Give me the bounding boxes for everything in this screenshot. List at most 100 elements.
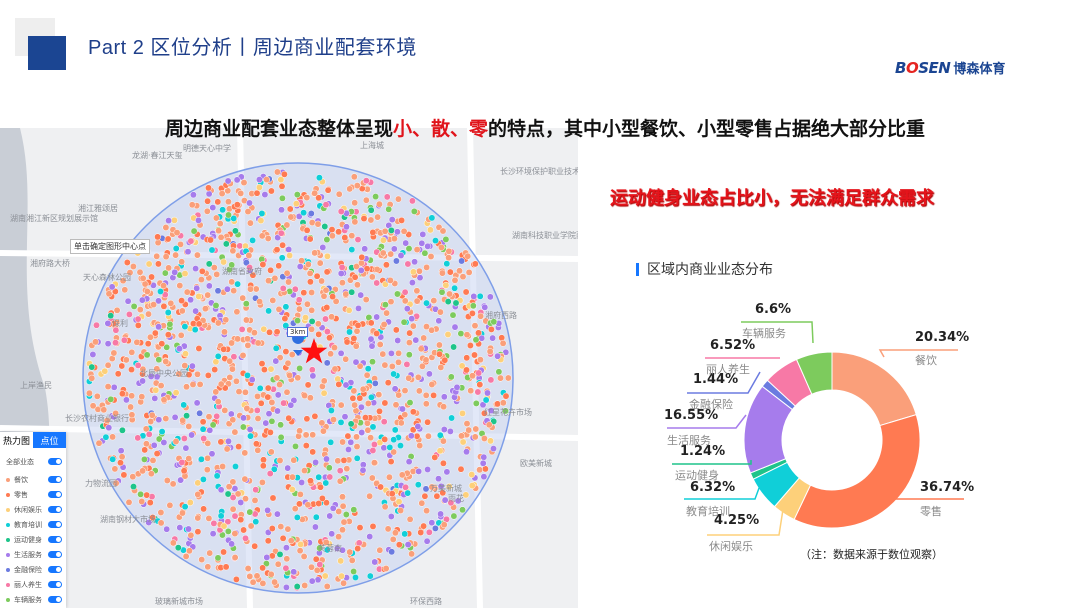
- map-poi-dot: [394, 195, 402, 203]
- legend-toggle[interactable]: [48, 476, 62, 483]
- legend-toggle[interactable]: [48, 458, 62, 465]
- map-poi-dot: [373, 265, 381, 273]
- map-place-label: 力物流园: [85, 479, 117, 488]
- map-poi-dot: [165, 217, 173, 225]
- map-poi-dot: [237, 189, 245, 197]
- map-poi-dot: [405, 458, 413, 466]
- map-view[interactable]: 明德天心中学 上海城长沙环境保护职业技术学院 龙湖·春江天玺湘江雅颂居湖南湘江新区规…: [0, 128, 578, 608]
- leader-line: [878, 349, 958, 358]
- map-poi-dot: [246, 199, 253, 207]
- map-poi-dot: [369, 423, 377, 431]
- map-poi-dot: [230, 353, 238, 361]
- map-poi-dot: [266, 328, 273, 336]
- map-poi-dot: [110, 349, 118, 357]
- map-poi-dot: [392, 401, 400, 409]
- map-poi-dot: [247, 285, 254, 293]
- map-poi-dot: [127, 403, 135, 411]
- map-poi-dot: [207, 236, 214, 244]
- map-poi-dot: [155, 416, 163, 424]
- map-poi-dot: [157, 509, 165, 516]
- map-poi-dot: [113, 306, 121, 314]
- map-poi-dot: [272, 344, 280, 352]
- legend-toggle[interactable]: [48, 566, 62, 573]
- map-poi-dot: [337, 401, 345, 409]
- map-poi-dot: [474, 388, 482, 396]
- slice-value-label: 6.32%: [690, 480, 736, 495]
- legend-toggle[interactable]: [48, 596, 62, 603]
- map-poi-dot: [487, 437, 494, 445]
- map-poi-dot: [194, 479, 202, 487]
- map-poi-dot: [466, 342, 474, 349]
- map-poi-dot: [276, 457, 284, 464]
- map-poi-dot: [331, 344, 338, 352]
- map-poi-dot: [167, 299, 175, 307]
- map-poi-dot: [275, 262, 283, 270]
- map-poi-dot: [304, 381, 312, 389]
- map-poi-dot: [421, 249, 429, 257]
- map-poi-dot: [387, 298, 395, 306]
- legend-toggle[interactable]: [48, 536, 62, 543]
- map-poi-dot: [220, 522, 228, 530]
- map-poi-dot: [239, 294, 247, 302]
- map-poi-dot: [251, 542, 259, 550]
- map-poi-dot: [400, 318, 408, 326]
- map-poi-dot: [290, 568, 298, 576]
- map-poi-dot: [352, 574, 359, 581]
- map-poi-dot: [102, 433, 110, 441]
- legend-toggle[interactable]: [48, 551, 62, 558]
- map-poi-dot: [321, 572, 329, 580]
- map-poi-dot: [387, 458, 395, 466]
- legend-toggle[interactable]: [48, 506, 62, 513]
- map-poi-dot: [172, 438, 180, 445]
- map-poi-dot: [172, 251, 180, 259]
- map-canvas[interactable]: [0, 128, 578, 608]
- map-poi-dot: [405, 351, 413, 359]
- map-poi-dot: [155, 297, 162, 305]
- map-poi-dot: [487, 376, 495, 384]
- map-poi-dot: [198, 267, 206, 275]
- map-poi-dot: [376, 407, 383, 415]
- map-poi-dot: [183, 288, 191, 296]
- map-poi-dot: [235, 388, 243, 396]
- map-poi-dot: [287, 537, 295, 545]
- map-poi-dot: [264, 537, 272, 545]
- map-poi-dot: [342, 511, 350, 518]
- map-poi-dot: [308, 577, 316, 585]
- legend-toggle[interactable]: [48, 491, 62, 498]
- legend-toggle[interactable]: [48, 581, 62, 588]
- map-poi-dot: [363, 371, 371, 379]
- map-poi-dot: [227, 410, 235, 418]
- map-poi-dot: [194, 490, 202, 498]
- map-poi-dot: [423, 537, 431, 545]
- map-poi-dot: [109, 455, 117, 463]
- map-poi-dot: [188, 362, 196, 370]
- map-poi-dot: [279, 284, 287, 292]
- map-poi-dot: [475, 329, 482, 337]
- map-poi-dot: [439, 459, 447, 467]
- tab-points[interactable]: 点位: [33, 432, 66, 448]
- map-poi-dot: [476, 292, 484, 300]
- map-poi-dot: [342, 381, 350, 389]
- map-poi-dot: [182, 444, 190, 452]
- map-poi-dot: [405, 339, 413, 347]
- map-poi-dot: [450, 343, 458, 351]
- map-poi-dot: [124, 297, 132, 305]
- map-poi-dot: [424, 242, 432, 250]
- map-poi-dot: [301, 467, 308, 475]
- map-poi-dot: [232, 575, 240, 583]
- map-poi-dot: [278, 194, 286, 202]
- map-poi-dot: [126, 269, 134, 277]
- map-poi-dot: [139, 467, 147, 475]
- map-place-label: 湖南钢材大市场: [100, 515, 156, 524]
- map-poi-dot: [232, 377, 240, 385]
- headline-text: 的特点，其中小型餐饮、小型零售占据绝大部分比重: [488, 118, 926, 140]
- map-poi-dot: [234, 335, 242, 343]
- map-poi-dot: [362, 196, 370, 204]
- legend-toggle[interactable]: [48, 521, 62, 528]
- map-place-label: 天心森林公园: [83, 273, 131, 282]
- map-poi-dot: [241, 475, 249, 483]
- map-poi-dot: [354, 236, 362, 244]
- map-poi-dot: [433, 492, 441, 500]
- tab-heatmap[interactable]: 热力图: [2, 436, 30, 447]
- map-poi-dot: [223, 445, 231, 453]
